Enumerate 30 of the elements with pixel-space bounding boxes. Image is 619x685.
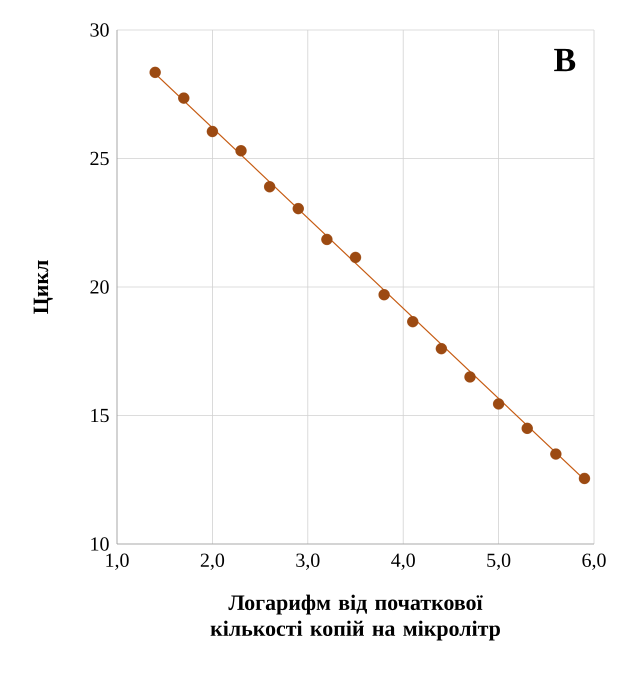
- point: [264, 181, 276, 192]
- y-tick-label: 15: [91, 408, 109, 422]
- point: [550, 448, 562, 460]
- x-tick-label: 3,0: [296, 554, 320, 570]
- point: [522, 422, 533, 434]
- x-tick-label: 2,0: [200, 554, 224, 570]
- point: [407, 316, 418, 328]
- y-tick-label: 30: [90, 23, 109, 37]
- point: [464, 371, 476, 383]
- point: [493, 398, 504, 410]
- point: [292, 202, 304, 214]
- annotation: В: [554, 48, 576, 72]
- point: [235, 145, 247, 156]
- y-tick-label: 10: [91, 537, 109, 551]
- x-tick-label: 5,0: [487, 554, 510, 570]
- x-tick-label: 1,0: [106, 554, 129, 570]
- point: [321, 234, 333, 246]
- y-tick-label: 20: [90, 280, 109, 294]
- x-tick-label: 6,0: [582, 554, 606, 570]
- point: [350, 252, 362, 264]
- y-tick-label: 25: [90, 152, 109, 166]
- point: [150, 66, 161, 78]
- point: [206, 126, 218, 138]
- x-tick-label: 4,0: [391, 554, 415, 570]
- x-axis-title: Логарифм від початкової кількості копій на мікролітр: [210, 594, 500, 640]
- point: [378, 289, 390, 300]
- y-axis-title: Цикл: [34, 260, 53, 314]
- point: [178, 92, 190, 104]
- point: [436, 342, 448, 354]
- point: [578, 472, 590, 484]
